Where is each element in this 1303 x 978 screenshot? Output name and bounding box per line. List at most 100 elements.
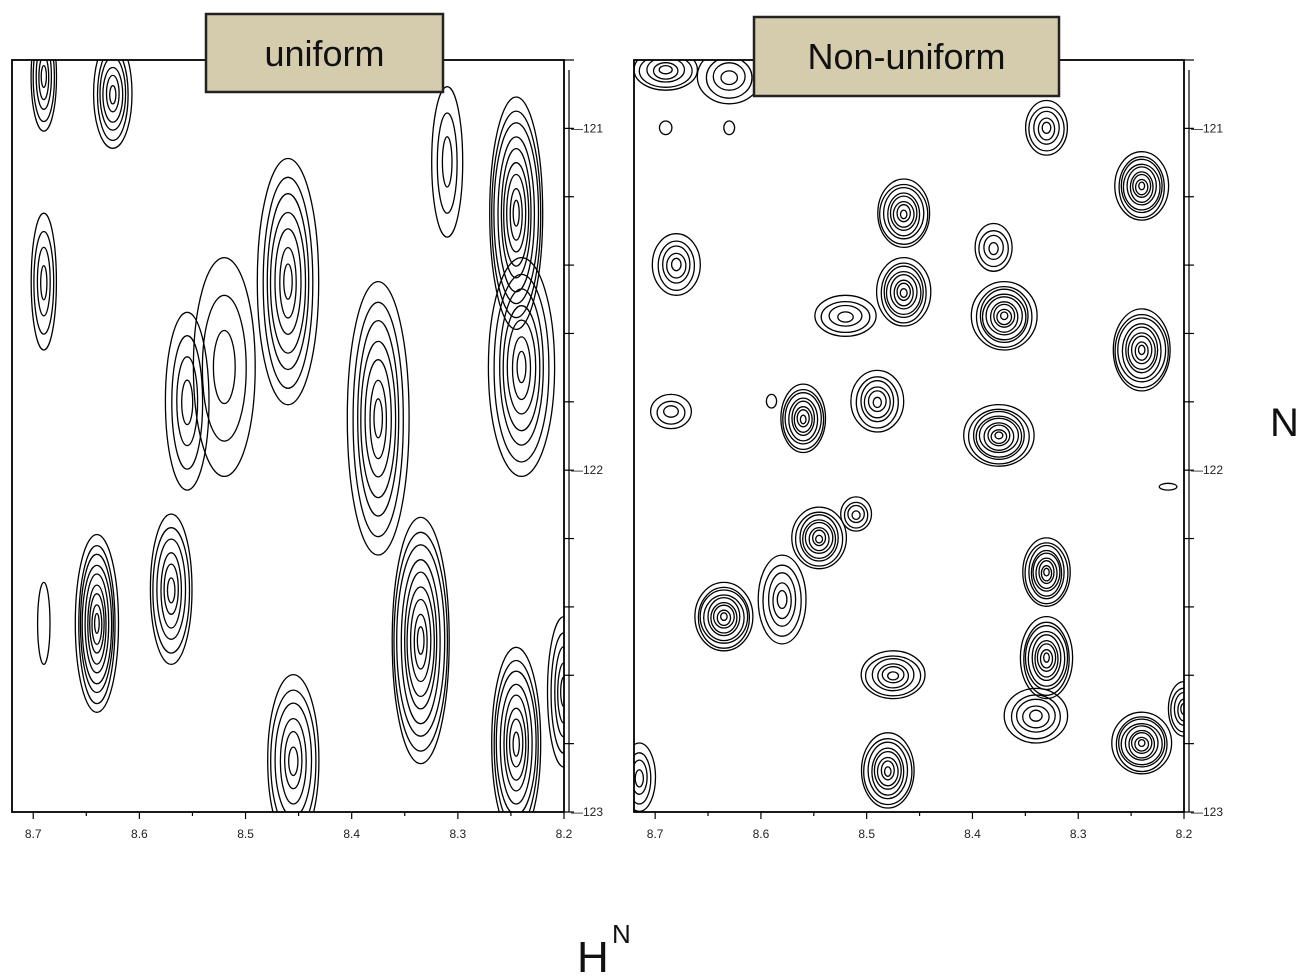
contour-peak bbox=[164, 311, 210, 491]
contour-line bbox=[860, 650, 926, 700]
contour-line bbox=[1126, 166, 1157, 206]
contour-line bbox=[989, 301, 1019, 333]
contour-peak bbox=[694, 581, 754, 652]
contour-line bbox=[1043, 652, 1050, 663]
contour-line bbox=[828, 304, 863, 327]
contour-line bbox=[658, 120, 673, 136]
contour-peak bbox=[30, 212, 58, 351]
contour-line bbox=[400, 559, 441, 725]
contour-line bbox=[707, 596, 741, 637]
contour-line bbox=[875, 256, 932, 327]
panel-uniform: 8.7 8.6 8.5 8.4 8.3 8.2 —121 —122 —123 bbox=[11, 59, 603, 841]
contour-line bbox=[89, 593, 105, 654]
contour-line bbox=[880, 262, 927, 324]
contour-peak bbox=[875, 256, 932, 327]
contour-line bbox=[972, 410, 1025, 460]
contour-peak bbox=[346, 280, 410, 556]
contour-line bbox=[176, 356, 199, 447]
contour-peak bbox=[1111, 711, 1173, 775]
contour-line bbox=[867, 741, 909, 800]
contour-line bbox=[1024, 99, 1069, 156]
contour-line bbox=[710, 601, 738, 634]
contour-line bbox=[1134, 736, 1150, 752]
contour-peak bbox=[974, 222, 1013, 272]
contour-peak bbox=[1003, 687, 1069, 744]
contour-line bbox=[267, 673, 320, 812]
contour-line bbox=[1118, 156, 1165, 219]
contour-line bbox=[885, 270, 922, 316]
contour-line bbox=[794, 511, 844, 567]
contour-line bbox=[889, 195, 918, 231]
contour-line bbox=[983, 234, 1004, 261]
contour-line bbox=[81, 564, 113, 685]
contour-line bbox=[780, 383, 827, 454]
contour-line bbox=[516, 350, 527, 384]
contour-line bbox=[983, 422, 1015, 451]
contour-line bbox=[1003, 687, 1069, 744]
contour-line bbox=[1177, 698, 1184, 722]
x-tick-label: 8.5 bbox=[237, 827, 254, 841]
contour-line bbox=[970, 280, 1038, 351]
contour-line bbox=[767, 572, 797, 627]
contour-line bbox=[652, 62, 679, 80]
contour-line bbox=[863, 738, 913, 806]
contour-line bbox=[1137, 738, 1146, 748]
contour-line bbox=[784, 392, 822, 445]
contour-line bbox=[1129, 171, 1154, 203]
contour-line bbox=[979, 288, 1029, 344]
contour-line bbox=[988, 241, 999, 256]
contour-line bbox=[990, 429, 1008, 445]
contour-line bbox=[441, 136, 453, 188]
contour-line bbox=[872, 396, 883, 409]
contour-line bbox=[697, 586, 751, 649]
contour-peak bbox=[1158, 482, 1178, 491]
contour-line bbox=[1158, 482, 1178, 491]
x-tick-label: 8.3 bbox=[1070, 827, 1087, 841]
contour-line bbox=[1039, 649, 1054, 669]
contour-peak bbox=[1112, 308, 1171, 392]
contour-line bbox=[670, 257, 682, 272]
contour-line bbox=[1031, 634, 1062, 682]
contour-line bbox=[723, 120, 736, 136]
contour-line bbox=[396, 544, 446, 737]
contour-peak bbox=[256, 157, 320, 406]
contour-line bbox=[860, 380, 895, 423]
contour-peak bbox=[92, 60, 133, 149]
contour-line bbox=[663, 405, 679, 418]
contour-peak bbox=[791, 506, 848, 570]
contour-line bbox=[40, 64, 48, 89]
contour-line bbox=[274, 702, 313, 812]
contour-line bbox=[288, 746, 299, 777]
contour-line bbox=[96, 60, 129, 142]
contour-line bbox=[502, 305, 541, 432]
contour-line bbox=[506, 319, 537, 415]
contour-line bbox=[634, 769, 645, 788]
contour-line bbox=[256, 157, 320, 406]
contour-line bbox=[873, 750, 902, 790]
x-tick-label: 8.4 bbox=[343, 827, 360, 841]
contour-line bbox=[93, 612, 100, 634]
contour-line bbox=[266, 193, 310, 371]
contour-peak bbox=[860, 732, 915, 809]
y-tick-label: —122 bbox=[571, 463, 603, 477]
contour-line bbox=[978, 417, 1020, 454]
contour-line bbox=[1019, 615, 1074, 700]
contour-line bbox=[99, 60, 127, 131]
contour-line bbox=[765, 393, 778, 409]
y-tick-label: —123 bbox=[571, 805, 603, 819]
contour-line bbox=[487, 256, 556, 478]
contour-line bbox=[694, 581, 754, 652]
contour-line bbox=[33, 230, 55, 335]
contour-line bbox=[493, 122, 540, 305]
x-axis-title: H N bbox=[577, 919, 631, 978]
contour-line bbox=[149, 513, 193, 666]
contour-line bbox=[812, 529, 827, 547]
contour-line bbox=[360, 340, 397, 499]
contour-line bbox=[38, 60, 50, 101]
contour-line bbox=[1127, 332, 1156, 370]
contour-line bbox=[109, 85, 117, 105]
contour-line bbox=[1040, 565, 1053, 582]
contour-line bbox=[1167, 680, 1184, 737]
contour-peak bbox=[723, 120, 736, 136]
panel-label-non-uniform: Non-uniform bbox=[752, 15, 1061, 98]
